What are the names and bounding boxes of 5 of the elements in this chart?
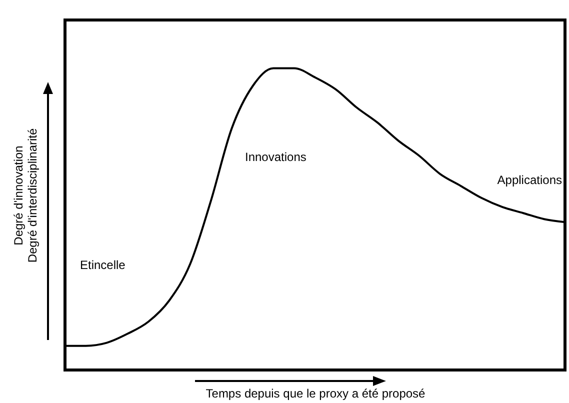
x-axis-title: Temps depuis que le proxy a été proposé [206, 386, 426, 400]
annotation: Innovations [245, 150, 306, 164]
y-axis-title: Degré d'innovation Degré d'interdisciplinarité [12, 128, 40, 263]
annotation: Etincelle [80, 258, 126, 272]
annotation: Applications [497, 173, 562, 187]
